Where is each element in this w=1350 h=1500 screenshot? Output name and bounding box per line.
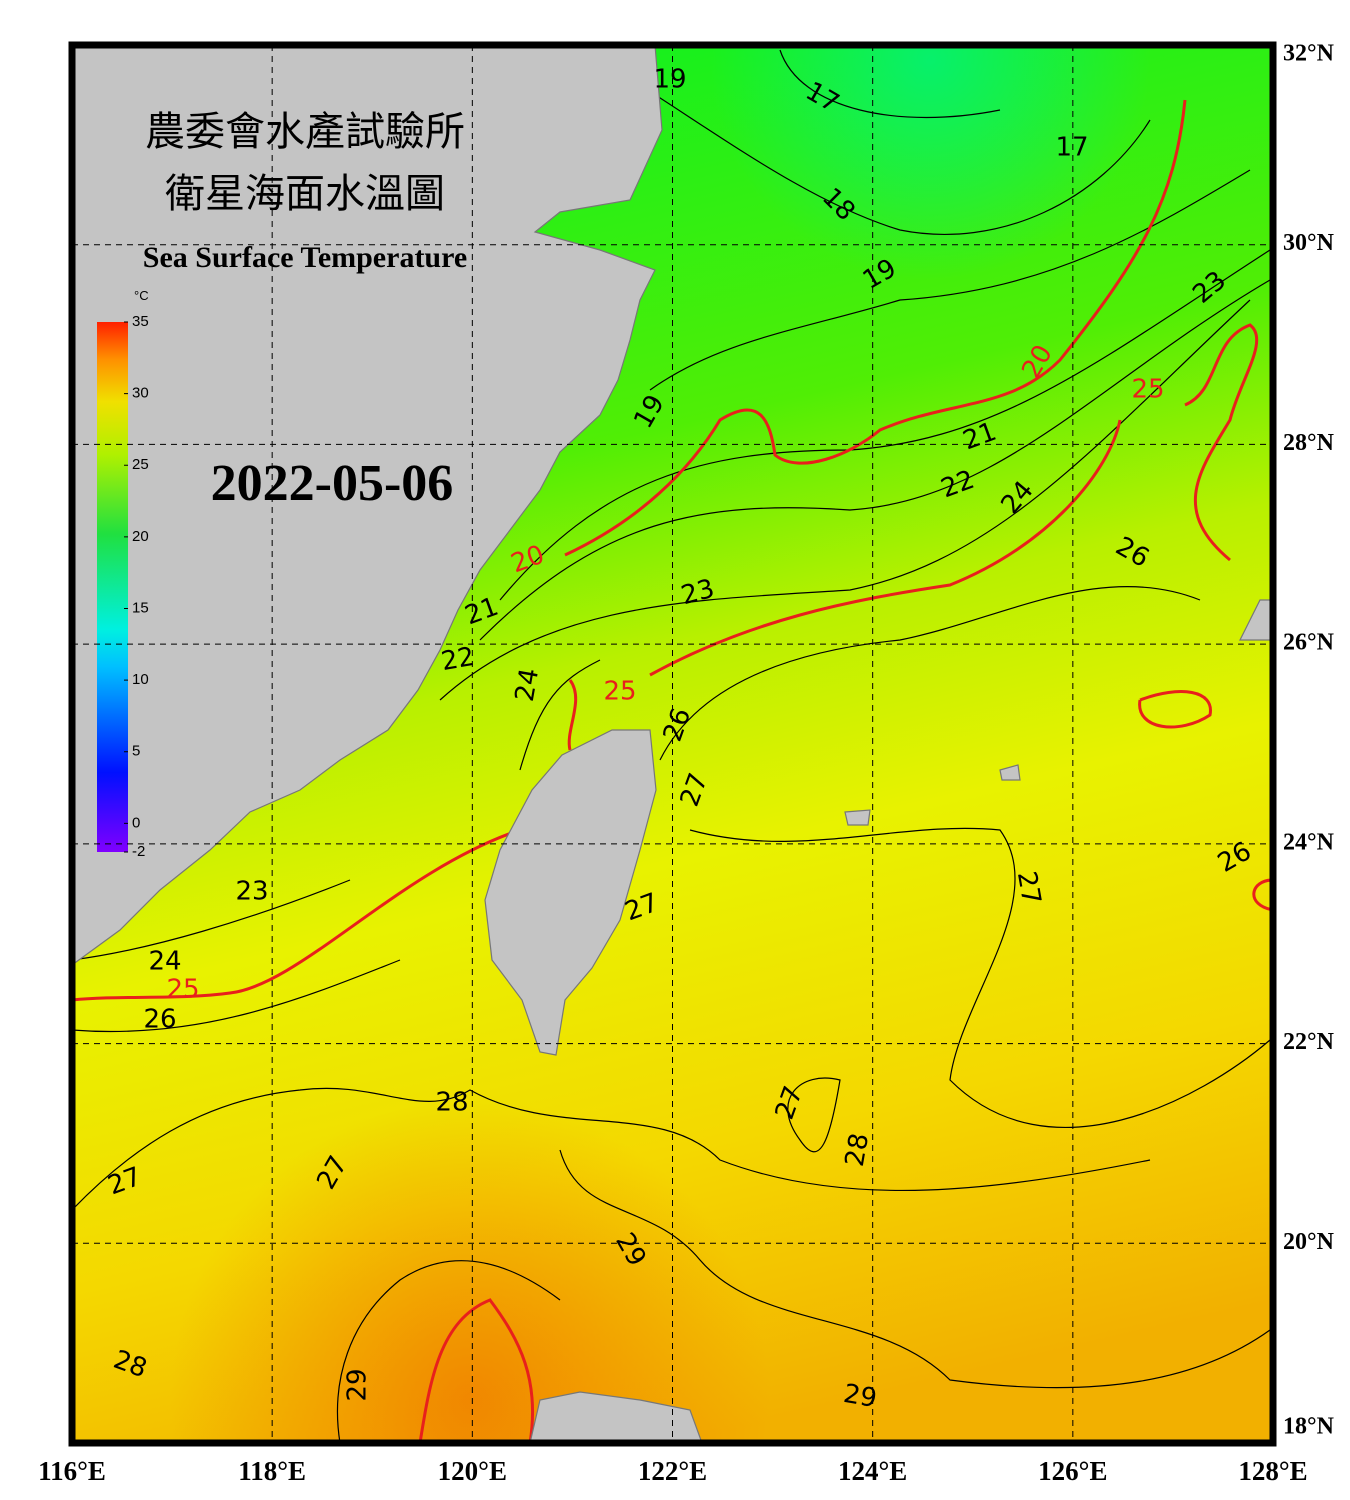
contour (439, 299, 1251, 701)
lat-tick-label: 18°N (1283, 1414, 1335, 1440)
contour (689, 827, 1271, 1129)
lat-tick-label: 26°N (1283, 630, 1335, 656)
contour-label: 25 (603, 677, 636, 707)
contour-label: 25 (166, 975, 199, 1005)
contour-label: 24 (510, 666, 545, 704)
colorbar-tick-label: 20 (132, 528, 149, 545)
contour (779, 49, 1001, 119)
lon-tick-label: 120°E (438, 1456, 507, 1486)
lat-tick-label: 28°N (1283, 430, 1335, 456)
contour-25 (649, 419, 1122, 677)
contour (559, 1149, 1271, 1389)
contour-25 (567, 679, 578, 751)
contour (649, 169, 1251, 391)
contour-label: 26 (143, 1005, 176, 1035)
title-en: Sea Surface Temperature (143, 241, 467, 274)
contour (519, 659, 601, 771)
lat-tick-label: 24°N (1283, 829, 1335, 855)
colorbar-tick-label: 25 (132, 456, 149, 473)
colorbar-tick-label: 15 (132, 599, 149, 616)
contour-25 (1138, 690, 1212, 729)
contour (72, 959, 401, 1033)
contour-25 (1252, 878, 1273, 912)
contour (336, 1260, 561, 1443)
contour (659, 586, 1201, 761)
lon-tick-label: 118°E (238, 1456, 306, 1486)
island (999, 764, 1021, 781)
lon-tick-label: 122°E (638, 1456, 707, 1486)
contour-label: 27 (1011, 869, 1046, 907)
colorbar-tick-label: 10 (132, 671, 149, 688)
contour-label: 28 (435, 1088, 468, 1118)
colorbar-tick-label: 0 (132, 814, 140, 831)
lat-tick-label: 22°N (1283, 1029, 1335, 1055)
contour-label: 19 (653, 65, 686, 95)
lon-tick-label: 126°E (1038, 1456, 1107, 1486)
date: 2022-05-06 (211, 455, 454, 512)
contour-label: 22 (439, 642, 477, 677)
lat-tick-label: 30°N (1283, 230, 1335, 256)
lon-tick-label: 116°E (38, 1456, 106, 1486)
contour-label: 28 (840, 1131, 875, 1169)
contour-25 (1184, 323, 1259, 562)
taiwan (484, 729, 657, 1056)
colorbar (97, 322, 128, 852)
luzon (529, 1391, 703, 1443)
lon-tick-label: 124°E (838, 1456, 907, 1486)
contour-label: 17 (1055, 133, 1088, 163)
title-zh-1: 農委會水產試驗所 (145, 109, 465, 154)
contour-25 (418, 1298, 535, 1443)
contour-label: 24 (148, 947, 181, 977)
colorbar-tick-label: 35 (132, 313, 149, 330)
land (72, 45, 1273, 1443)
contour-label: 29 (841, 1379, 879, 1414)
contour-label: 29 (343, 1368, 373, 1401)
island (1239, 599, 1273, 641)
lat-tick-label: 20°N (1283, 1229, 1335, 1255)
colorbar-unit: °C (134, 288, 149, 303)
colorbar-tick-label: 30 (132, 385, 149, 402)
contour (72, 879, 351, 961)
lon-tick-label: 128°E (1238, 1456, 1307, 1486)
lat-tick-label: 32°N (1283, 41, 1335, 67)
contour (72, 1087, 1151, 1211)
island (844, 809, 871, 826)
colorbar-tick-label: -2 (132, 843, 145, 860)
colorbar-tick-label: 5 (132, 743, 140, 760)
contour-label: 25 (1131, 375, 1164, 405)
china-coast (72, 45, 663, 966)
contour (479, 279, 1271, 641)
contour (787, 1077, 841, 1153)
title-zh-2: 衛星海面水溫圖 (165, 171, 445, 216)
contour-25 (72, 828, 521, 1002)
contour (599, 59, 1151, 235)
contour-label: 23 (235, 877, 268, 907)
